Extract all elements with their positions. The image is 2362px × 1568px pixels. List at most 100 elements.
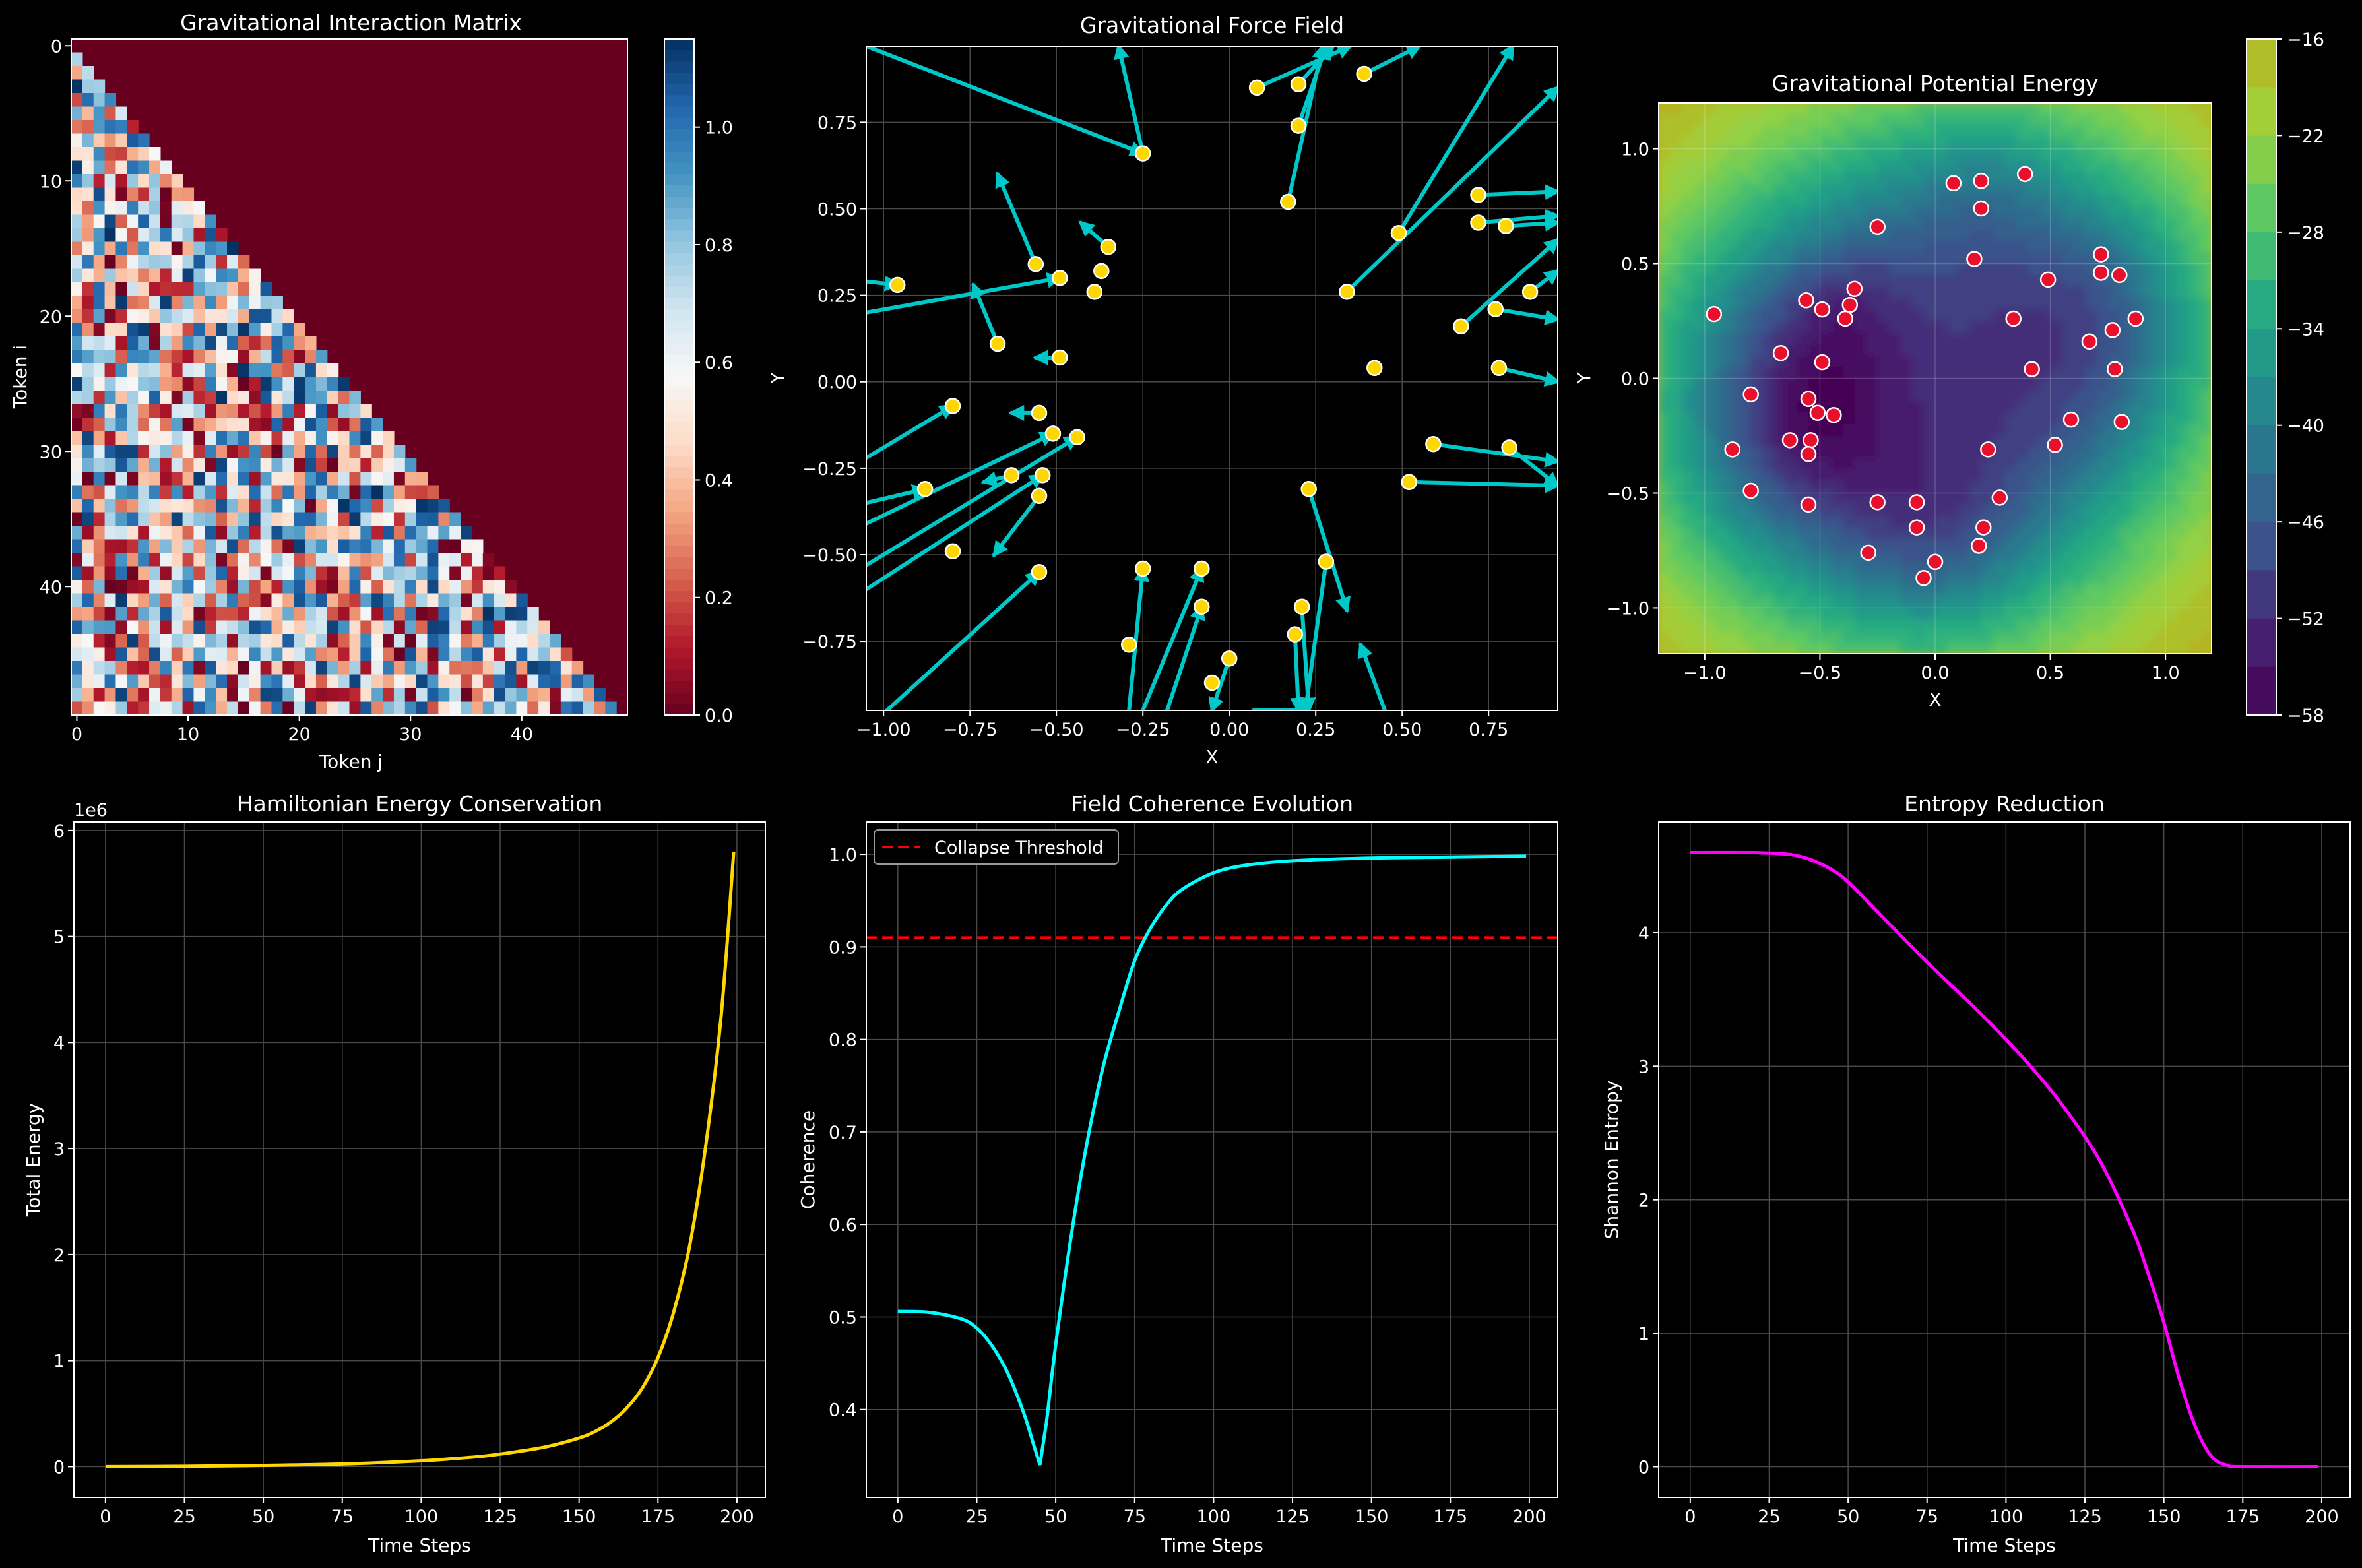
potential-cell	[1831, 527, 1844, 540]
potential-cell	[1958, 137, 1971, 150]
matrix-cell	[238, 701, 250, 716]
matrix-cell	[349, 674, 361, 689]
matrix-cell	[305, 418, 317, 432]
matrix-cell	[294, 634, 305, 648]
potential-cell	[1727, 240, 1740, 253]
matrix-cell	[371, 701, 383, 716]
potential-cell	[2050, 344, 2062, 356]
potential-cell	[2073, 539, 2086, 551]
potential-cell	[1797, 470, 1809, 482]
potential-cell	[1900, 321, 1913, 333]
potential-cell	[1785, 493, 1798, 505]
forcefield-arrow	[885, 569, 1042, 710]
matrix-cell	[149, 701, 161, 716]
forcefield-arrow	[1493, 307, 1558, 325]
matrix-cell	[360, 701, 372, 716]
matrix-cell	[327, 499, 339, 513]
potential-cell	[1981, 103, 1994, 115]
potential-cell	[2050, 482, 2062, 494]
matrix-cell	[260, 445, 272, 459]
matrix-cell	[182, 593, 195, 608]
matrix-cell	[271, 445, 283, 459]
matrix-cell	[427, 620, 439, 635]
matrix-colorbar-segment	[664, 230, 694, 243]
matrix-cell	[404, 472, 417, 486]
matrix-cell	[471, 647, 484, 662]
potential-cell	[1785, 378, 1798, 391]
matrix-cell	[527, 661, 539, 675]
potential-cell	[2073, 493, 2086, 505]
potential-cell	[1820, 516, 1832, 528]
matrix-colorbar-segment	[664, 523, 694, 536]
matrix-cell	[82, 120, 94, 135]
matrix-cell	[182, 539, 195, 553]
potential-cell	[2096, 344, 2109, 356]
potential-cell	[1727, 493, 1740, 505]
potential-cell	[1693, 298, 1706, 310]
potential-cell	[2050, 504, 2062, 517]
matrix-cell	[71, 526, 83, 540]
matrix-cell	[393, 458, 406, 472]
potential-cell	[2154, 160, 2166, 173]
matrix-cell	[193, 363, 205, 378]
matrix-cell	[383, 526, 395, 540]
potential-cell	[1693, 125, 1706, 138]
potential-cell	[1704, 137, 1717, 150]
potential-cell	[1704, 378, 1717, 391]
matrix-cell	[260, 661, 272, 675]
matrix-cell	[127, 323, 139, 337]
matrix-cell	[294, 566, 305, 580]
potential-cell	[1773, 504, 1786, 517]
matrix-cell	[482, 647, 495, 662]
matrix-cell	[193, 526, 205, 540]
matrix-ytick-label: 20	[40, 307, 62, 327]
potential-cell	[2004, 378, 2017, 391]
potential-cell	[2062, 217, 2074, 230]
matrix-cell	[315, 553, 328, 567]
potential-cell	[1877, 550, 1890, 563]
potential-cell	[1739, 458, 1752, 471]
potential-cell	[2004, 183, 2017, 195]
potential-cell	[1866, 482, 1878, 494]
potential-cell	[2073, 367, 2086, 379]
potential-cell	[1877, 516, 1890, 528]
matrix-cell	[505, 688, 517, 703]
potential-cell	[1843, 378, 1855, 391]
matrix-cell	[327, 661, 339, 675]
matrix-cell	[93, 661, 106, 675]
forcefield-point	[1487, 301, 1504, 317]
potential-cell	[1670, 401, 1682, 414]
matrix-cell	[238, 377, 250, 391]
potential-cell	[1773, 195, 1786, 207]
potential-cell	[2177, 539, 2189, 551]
matrix-cell	[227, 688, 239, 703]
energy-ylabel: Total Energy	[22, 1103, 44, 1217]
potential-cell	[2130, 172, 2144, 184]
matrix-cell	[127, 160, 139, 175]
potential-cell	[1785, 172, 1798, 184]
potential-cell	[2119, 137, 2132, 150]
matrix-cell	[449, 593, 461, 608]
potential-cell	[2130, 229, 2144, 241]
matrix-cell	[104, 485, 117, 499]
potential-cell	[1693, 274, 1706, 288]
potential-cell	[2096, 217, 2109, 230]
potential-cell	[2084, 378, 2097, 391]
potential-cell	[1820, 458, 1832, 471]
potential-cell	[1900, 195, 1913, 207]
potential-cell	[1831, 573, 1844, 586]
matrix-cell	[238, 336, 250, 351]
potential-cell	[1946, 195, 1959, 207]
matrix-cell	[438, 526, 450, 540]
potential-cell	[2016, 642, 2028, 654]
forcefield-point	[1031, 563, 1048, 580]
potential-cell	[1727, 103, 1740, 115]
potential-cell	[1681, 229, 1694, 241]
potential-cell	[1969, 504, 1982, 517]
potential-cell	[1762, 103, 1775, 115]
matrix-cell	[282, 472, 294, 486]
potential-cell	[1762, 504, 1775, 517]
forcefield-frame	[866, 46, 1558, 711]
potential-cell	[1820, 608, 1832, 620]
forcefield-xtick-label: 0.75	[1469, 720, 1508, 740]
